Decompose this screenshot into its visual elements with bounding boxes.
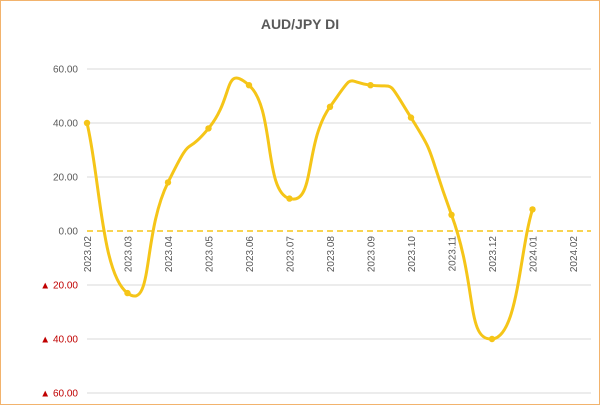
y-tick-label: 0.00 — [59, 227, 79, 238]
y-tick-label: 40.00 — [53, 119, 78, 130]
y-tick-label: ▲ 60.00 — [40, 389, 78, 400]
data-point — [488, 335, 496, 343]
data-points — [83, 82, 536, 343]
x-tick-label: 2023.02 — [83, 236, 94, 273]
x-axis-labels: 2023.02 2023.03 2023.04 2023.05 2023.06 2023.… — [83, 236, 580, 273]
x-tick-label: 2023.10 — [407, 236, 418, 273]
x-tick-label: 2023.12 — [488, 236, 499, 273]
data-point — [83, 119, 91, 127]
x-tick-label: 2023.09 — [367, 236, 378, 273]
x-tick-label: 2024.02 — [569, 236, 580, 273]
series-line — [85, 76, 534, 341]
data-point — [205, 125, 212, 132]
x-tick-label: 2023.05 — [205, 236, 216, 273]
x-tick-label: 2023.08 — [326, 236, 337, 273]
data-point — [164, 179, 172, 186]
y-tick-label: 20.00 — [53, 173, 78, 184]
data-point — [367, 82, 374, 89]
chart-title: AUD/JPY DI — [261, 16, 339, 32]
series-path — [85, 76, 534, 341]
data-point — [326, 103, 334, 111]
data-point — [245, 82, 253, 89]
data-point — [124, 289, 131, 297]
x-tick-label: 2024.01 — [529, 236, 540, 273]
y-tick-label: ▲ 20.00 — [40, 281, 78, 292]
data-point — [448, 211, 455, 218]
x-tick-label: 2023.11 — [448, 236, 459, 272]
x-tick-label: 2023.04 — [164, 236, 175, 273]
data-point — [529, 206, 536, 213]
y-tick-label: ▲ 40.00 — [40, 335, 78, 346]
x-tick-label: 2023.03 — [124, 236, 135, 273]
data-point — [407, 114, 415, 121]
x-tick-label: 2023.06 — [245, 236, 256, 273]
data-point — [286, 195, 293, 202]
y-tick-label: 60.00 — [53, 65, 78, 76]
y-axis-labels: 60.00 40.00 20.00 0.00 ▲ 20.00 ▲ 40.00 ▲ 60.00 — [40, 65, 78, 400]
x-tick-label: 2023.07 — [286, 236, 297, 273]
